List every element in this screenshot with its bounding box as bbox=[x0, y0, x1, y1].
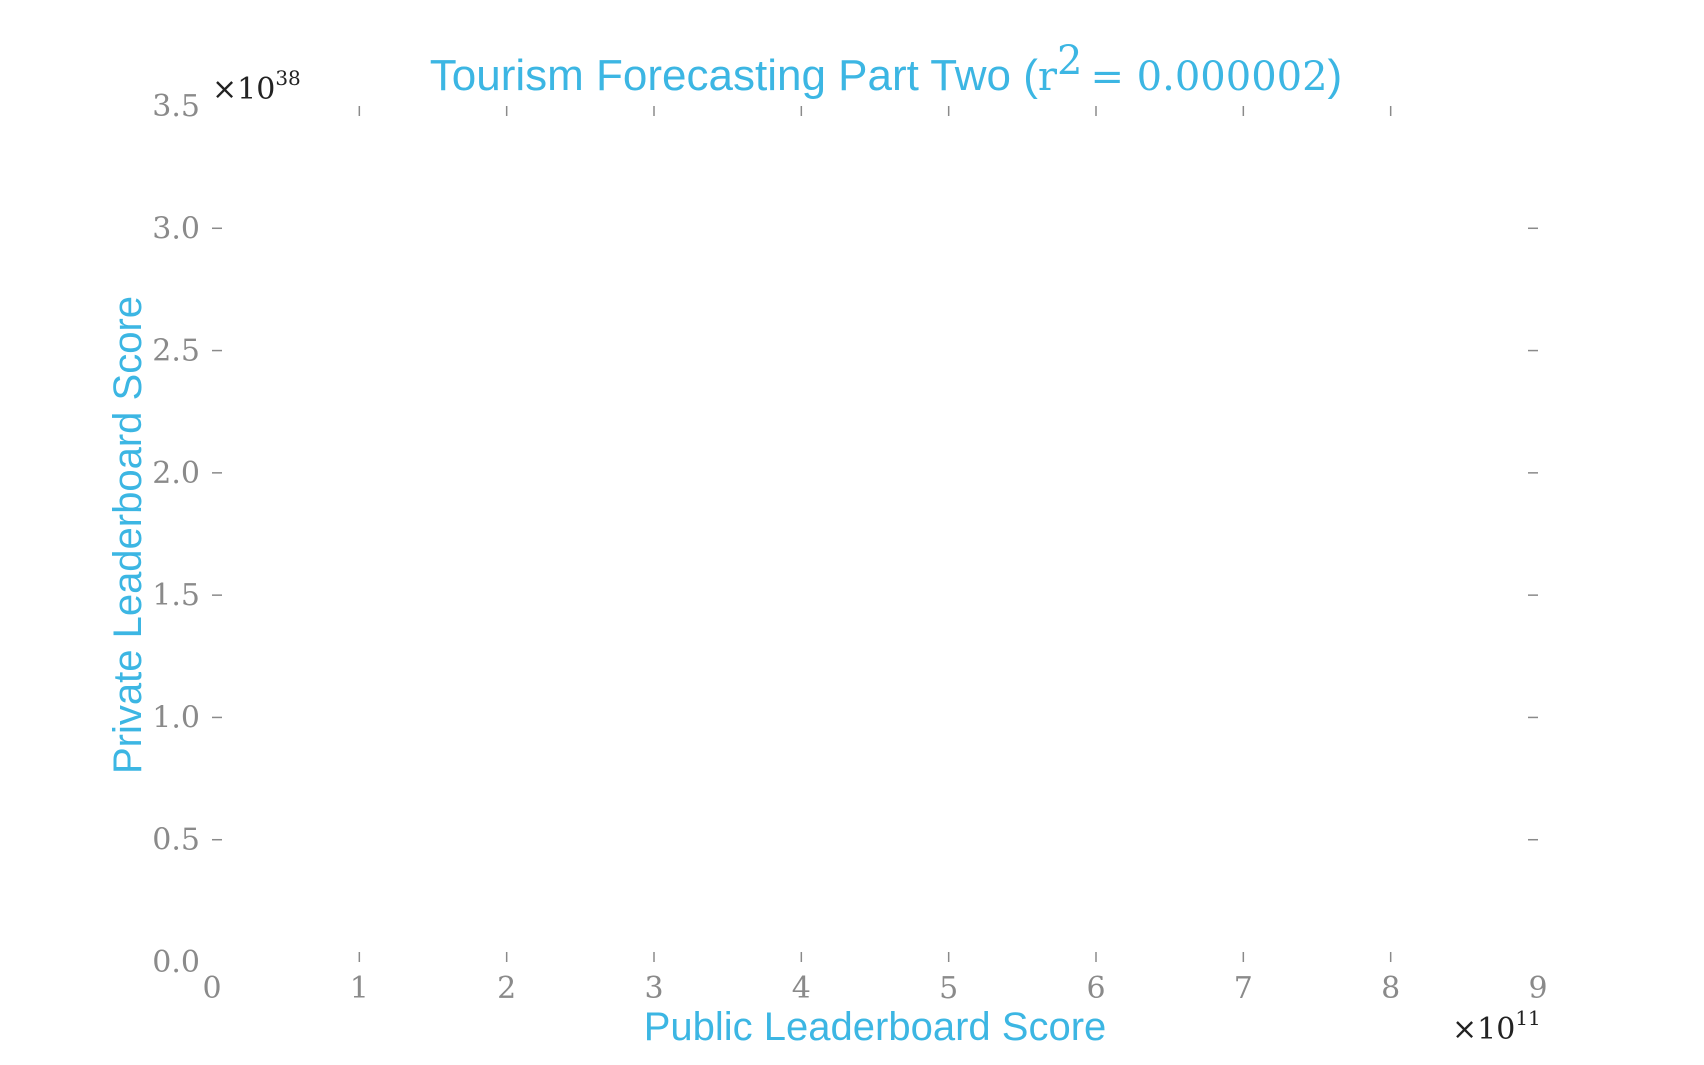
x-tick-label: 1 bbox=[350, 971, 369, 1006]
chart-title-open-paren: ( bbox=[1023, 51, 1038, 100]
x-tick-label: 5 bbox=[939, 971, 958, 1006]
y-tick-label: 3.0 bbox=[152, 211, 200, 246]
y-axis-ticks: 0.0 0.5 1.0 1.5 2.0 2.5 3.0 3.5 bbox=[152, 89, 1538, 980]
x-tick-label: 2 bbox=[497, 971, 516, 1006]
chart-title: Tourism Forecasting Part Two (r2 = 0.0000… bbox=[430, 38, 1342, 100]
chart-title-stat-power: 2 bbox=[1057, 38, 1082, 84]
y-tick-label: 1.0 bbox=[152, 700, 200, 735]
x-axis-multiplier: ×1011 bbox=[1452, 1006, 1541, 1047]
chart-title-close-paren: ) bbox=[1328, 51, 1343, 100]
y-axis-multiplier: ×1038 bbox=[212, 66, 301, 107]
chart-title-text: Tourism Forecasting Part Two bbox=[430, 51, 1011, 100]
y-tick-label: 0.5 bbox=[152, 823, 200, 858]
x-tick-label: 9 bbox=[1528, 971, 1547, 1006]
x-tick-label: 6 bbox=[1086, 971, 1105, 1006]
y-axis-multiplier-exponent: 38 bbox=[275, 66, 300, 90]
x-tick-label: 3 bbox=[644, 971, 663, 1006]
x-tick-label: 8 bbox=[1381, 971, 1400, 1006]
y-tick-label: 0.0 bbox=[152, 945, 200, 980]
chart-title-stat-value: = 0.000002 bbox=[1090, 54, 1327, 100]
x-tick-label: 0 bbox=[202, 971, 221, 1006]
x-axis-title: Public Leaderboard Score bbox=[644, 1005, 1107, 1049]
y-tick-label: 2.5 bbox=[152, 334, 200, 369]
x-axis-multiplier-base: ×10 bbox=[1452, 1012, 1515, 1047]
x-tick-label: 7 bbox=[1234, 971, 1253, 1006]
x-tick-label: 4 bbox=[792, 971, 811, 1006]
chart-title-stat-symbol: r bbox=[1038, 54, 1058, 100]
x-axis-ticks: 0 1 2 3 4 5 6 7 8 9 bbox=[202, 106, 1548, 1006]
y-axis-title: Private Leaderboard Score bbox=[106, 296, 150, 774]
y-tick-label: 2.0 bbox=[152, 456, 200, 491]
y-tick-label: 3.5 bbox=[152, 89, 200, 124]
x-axis-multiplier-exponent: 11 bbox=[1515, 1006, 1540, 1030]
y-axis-multiplier-base: ×10 bbox=[212, 72, 275, 107]
y-tick-label: 1.5 bbox=[152, 578, 200, 613]
